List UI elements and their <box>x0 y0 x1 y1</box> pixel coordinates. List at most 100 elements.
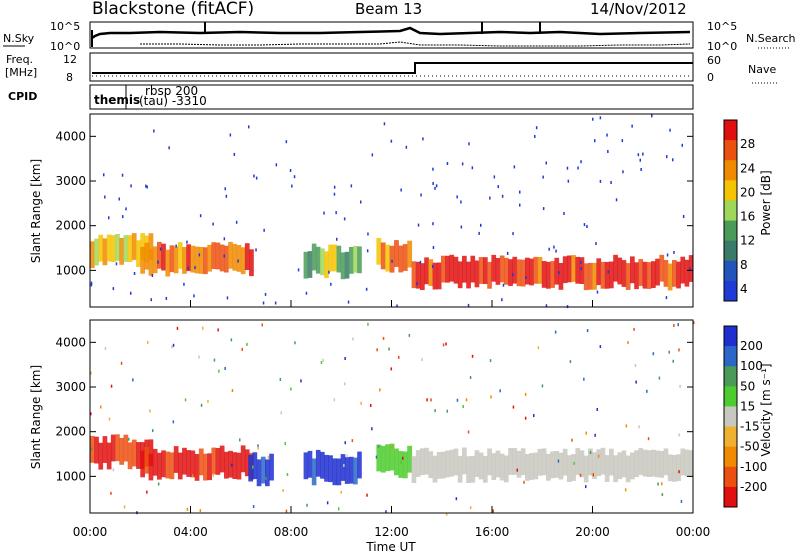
echo-speckle <box>666 155 668 159</box>
echo-cell <box>194 246 200 274</box>
echo-speckle <box>583 223 586 227</box>
echo-cell <box>394 240 399 267</box>
echo-speckle <box>207 399 209 403</box>
echo-cell <box>182 247 187 274</box>
echo-cell <box>102 436 108 463</box>
echo-speckle <box>624 488 627 492</box>
echo-speckle <box>493 175 496 179</box>
echo-cell <box>487 448 492 476</box>
colorbar-swatch <box>724 160 737 181</box>
echo-speckle <box>322 358 324 362</box>
echo-speckle <box>469 506 472 510</box>
date-title: 14/Nov/2012 <box>590 0 687 18</box>
echo-cell <box>457 261 463 289</box>
echo-cell <box>470 455 476 483</box>
echo-speckle <box>461 162 464 166</box>
echo-cell <box>621 260 627 287</box>
echo-cell <box>630 452 635 480</box>
echo-speckle <box>524 392 527 396</box>
echo-cell <box>579 257 585 284</box>
echo-cell <box>131 439 137 467</box>
echo-speckle <box>130 291 132 295</box>
echo-speckle <box>592 117 594 121</box>
echo-speckle <box>198 470 200 474</box>
echo-cell <box>190 245 196 273</box>
echo-speckle <box>193 294 195 298</box>
echo-cell <box>537 257 543 284</box>
echo-cell <box>224 245 229 273</box>
echo-cell <box>609 261 614 289</box>
echo-speckle <box>672 158 674 162</box>
echo-speckle <box>637 153 640 157</box>
echo-speckle <box>133 272 136 275</box>
echo-cell <box>617 452 623 480</box>
echo-cell <box>211 242 217 269</box>
echo-cell <box>328 244 333 272</box>
echo-cell <box>588 448 593 476</box>
echo-speckle <box>446 409 448 413</box>
echo-cell <box>684 449 690 477</box>
echo-cell <box>311 458 317 486</box>
colorbar-swatch <box>724 386 737 407</box>
echo-speckle <box>336 237 338 241</box>
echo-cell <box>642 449 648 477</box>
nsky-label: N.Sky <box>3 32 35 45</box>
colorbar-swatch <box>724 140 737 161</box>
echo-speckle <box>434 186 436 190</box>
colorbar-tick-label: 50 <box>740 379 755 393</box>
echo-cell <box>512 448 518 475</box>
echo-cell <box>248 454 253 482</box>
echo-speckle <box>689 267 691 271</box>
echo-cell <box>94 436 99 464</box>
echo-speckle <box>633 327 635 331</box>
echo-cell <box>525 454 530 481</box>
echo-speckle <box>289 169 292 172</box>
echo-cell <box>449 254 455 282</box>
echo-cell <box>173 246 179 274</box>
echo-cell <box>173 446 179 473</box>
echo-speckle <box>580 260 582 264</box>
echo-cell <box>499 453 505 481</box>
echo-speckle <box>333 192 336 196</box>
echo-speckle <box>405 145 408 149</box>
echo-cell <box>621 450 627 478</box>
echo-cell <box>328 455 333 483</box>
echo-cell <box>332 458 338 486</box>
echo-speckle <box>255 176 258 180</box>
echo-cell <box>684 259 690 287</box>
echo-cell <box>106 234 112 262</box>
echo-cell <box>123 434 129 462</box>
echo-speckle <box>390 139 393 143</box>
echo-cell <box>207 453 212 481</box>
echo-speckle <box>264 292 267 296</box>
echo-speckle <box>592 473 594 477</box>
echo-cell <box>424 447 429 475</box>
echo-cell <box>224 451 229 479</box>
echo-speckle <box>432 246 435 249</box>
echo-speckle <box>297 268 300 272</box>
echo-speckle <box>524 416 527 420</box>
echo-band <box>248 452 274 487</box>
echo-speckle <box>335 211 337 215</box>
echo-speckle <box>640 168 642 171</box>
echo-cell <box>432 455 438 483</box>
echo-cell <box>415 450 421 477</box>
echo-speckle <box>599 345 602 349</box>
y-tick-label: 3000 <box>55 380 86 394</box>
echo-cell <box>651 261 656 288</box>
echo-cell <box>340 252 346 280</box>
echo-speckle <box>246 342 248 346</box>
echo-speckle <box>108 417 111 421</box>
echo-speckle <box>585 431 587 435</box>
nsearch-tick-high: 10^5 <box>707 20 737 33</box>
echo-cell <box>169 245 175 273</box>
x-tick-label: 00:00 <box>73 525 108 539</box>
echo-band <box>411 447 694 483</box>
echo-speckle <box>165 296 168 300</box>
echo-speckle <box>566 166 569 170</box>
echo-speckle <box>537 346 540 350</box>
echo-cell <box>487 261 492 289</box>
colorbar-swatch <box>724 240 737 262</box>
echo-cell <box>630 256 635 284</box>
echo-speckle <box>175 244 177 248</box>
